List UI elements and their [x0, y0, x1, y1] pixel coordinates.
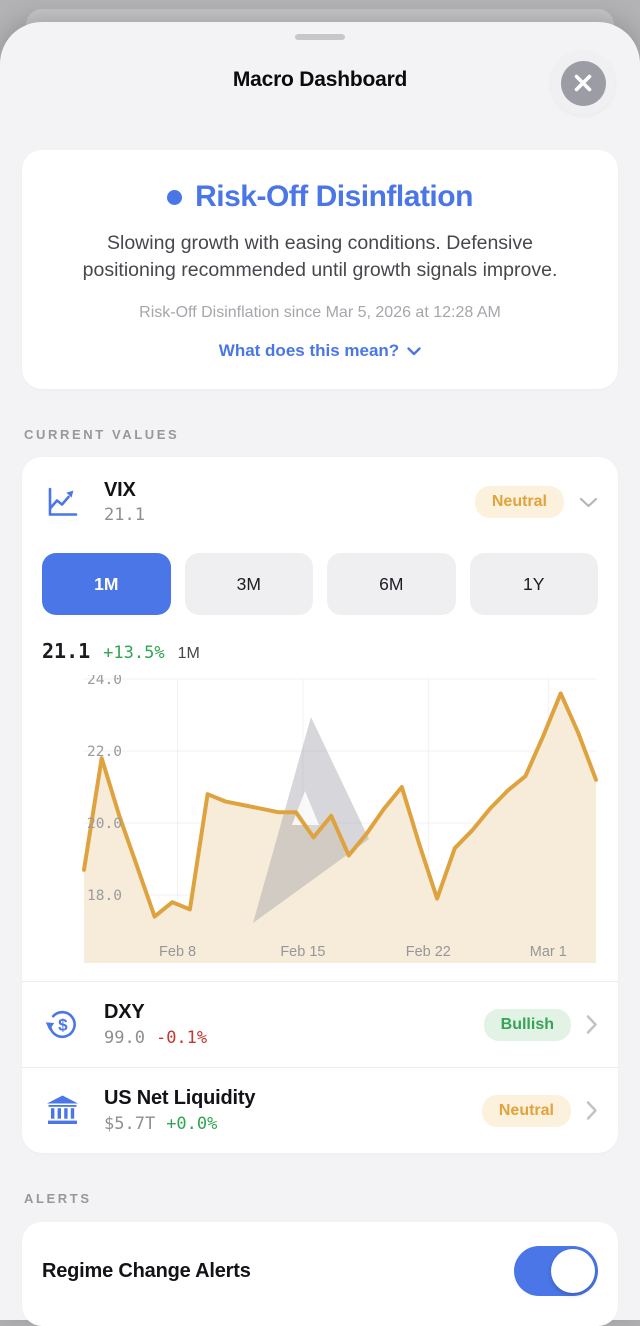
chevron-right-icon	[586, 1100, 598, 1121]
regime-change-alerts-toggle[interactable]	[514, 1246, 598, 1296]
regime-change-alerts-label: Regime Change Alerts	[42, 1259, 251, 1282]
svg-text:Feb 15: Feb 15	[280, 944, 325, 960]
line-chart-icon	[42, 482, 82, 522]
metric-row-us-net-liquidity[interactable]: US Net Liquidity $5.7T +0.0% Neutral	[22, 1067, 618, 1153]
chevron-down-icon	[407, 346, 421, 355]
regime-description: Slowing growth with easing conditions. D…	[82, 232, 558, 281]
sheet-header: Macro Dashboard	[0, 22, 640, 150]
metric-value: $5.7T	[104, 1114, 156, 1134]
regime-since-timestamp: Risk-Off Disinflation since Mar 5, 2026 …	[139, 304, 501, 321]
range-button-1m[interactable]: 1M	[42, 553, 171, 615]
metric-name: DXY	[104, 1001, 145, 1023]
current-values-card: VIX 21.1 Neutral 1M 3M 6M 1Y 21.1 +13.5%…	[22, 457, 618, 1153]
range-button-1y[interactable]: 1Y	[469, 553, 598, 615]
toggle-knob	[551, 1249, 595, 1293]
page-title: Macro Dashboard	[232, 68, 408, 91]
section-label-current-values: CURRENT VALUES	[24, 427, 180, 442]
metric-row-vix[interactable]: VIX 21.1 Neutral	[22, 457, 618, 525]
metric-row-dxy[interactable]: $ DXY 99.0 -0.1% Bullish	[22, 981, 618, 1067]
svg-text:Feb 22: Feb 22	[406, 944, 451, 960]
section-label-alerts: ALERTS	[24, 1191, 92, 1206]
status-badge: Bullish	[483, 1008, 571, 1041]
metric-name: VIX	[104, 479, 136, 501]
stat-period: 1M	[177, 645, 200, 662]
stat-change: +13.5%	[103, 643, 165, 663]
metric-value: 99.0	[104, 1028, 145, 1048]
svg-text:Mar 1: Mar 1	[530, 944, 567, 960]
chevron-right-icon	[586, 1014, 598, 1035]
time-range-selector: 1M 3M 6M 1Y	[42, 553, 598, 615]
chart-stat-row: 21.1 +13.5% 1M	[42, 639, 598, 663]
alerts-card: Regime Change Alerts	[22, 1222, 618, 1326]
bank-icon	[42, 1091, 82, 1131]
what-does-this-mean-link[interactable]: What does this mean?	[219, 341, 421, 361]
svg-text:18.0: 18.0	[87, 888, 122, 904]
range-button-3m[interactable]: 3M	[184, 553, 313, 615]
regime-status-dot	[167, 189, 183, 205]
vix-chart: 18.0 20.0 22.0 24.0 Feb 8 Feb 15 Feb 22 Mar 1	[42, 675, 598, 967]
metric-value: 21.1	[104, 505, 145, 525]
link-label: What does this mean?	[218, 341, 400, 360]
currency-refresh-icon: $	[42, 1005, 82, 1045]
metric-change: +0.0%	[166, 1114, 218, 1134]
range-button-6m[interactable]: 6M	[327, 553, 456, 615]
close-button[interactable]	[551, 51, 615, 115]
metric-name: US Net Liquidity	[104, 1087, 256, 1109]
vix-chart-svg: 18.0 20.0 22.0 24.0 Feb 8 Feb 15 Feb 22 Mar 1	[82, 675, 598, 963]
status-badge: Neutral	[474, 486, 564, 518]
svg-text:20.0: 20.0	[87, 816, 122, 832]
svg-text:22.0: 22.0	[87, 744, 122, 760]
close-icon	[560, 60, 606, 106]
svg-text:$: $	[58, 1016, 68, 1035]
drag-handle[interactable]	[295, 34, 345, 40]
stat-value: 21.1	[42, 639, 91, 663]
macro-dashboard-sheet: Macro Dashboard Risk-Off Disinflation Sl…	[0, 22, 640, 1326]
chevron-down-icon	[579, 497, 598, 508]
svg-text:24.0: 24.0	[87, 675, 122, 688]
status-badge: Neutral	[481, 1094, 571, 1127]
regime-title: Risk-Off Disinflation	[195, 180, 473, 213]
regime-card: Risk-Off Disinflation Slowing growth wit…	[22, 150, 618, 389]
svg-text:Feb 8: Feb 8	[159, 944, 196, 960]
metric-change: -0.1%	[155, 1028, 208, 1048]
